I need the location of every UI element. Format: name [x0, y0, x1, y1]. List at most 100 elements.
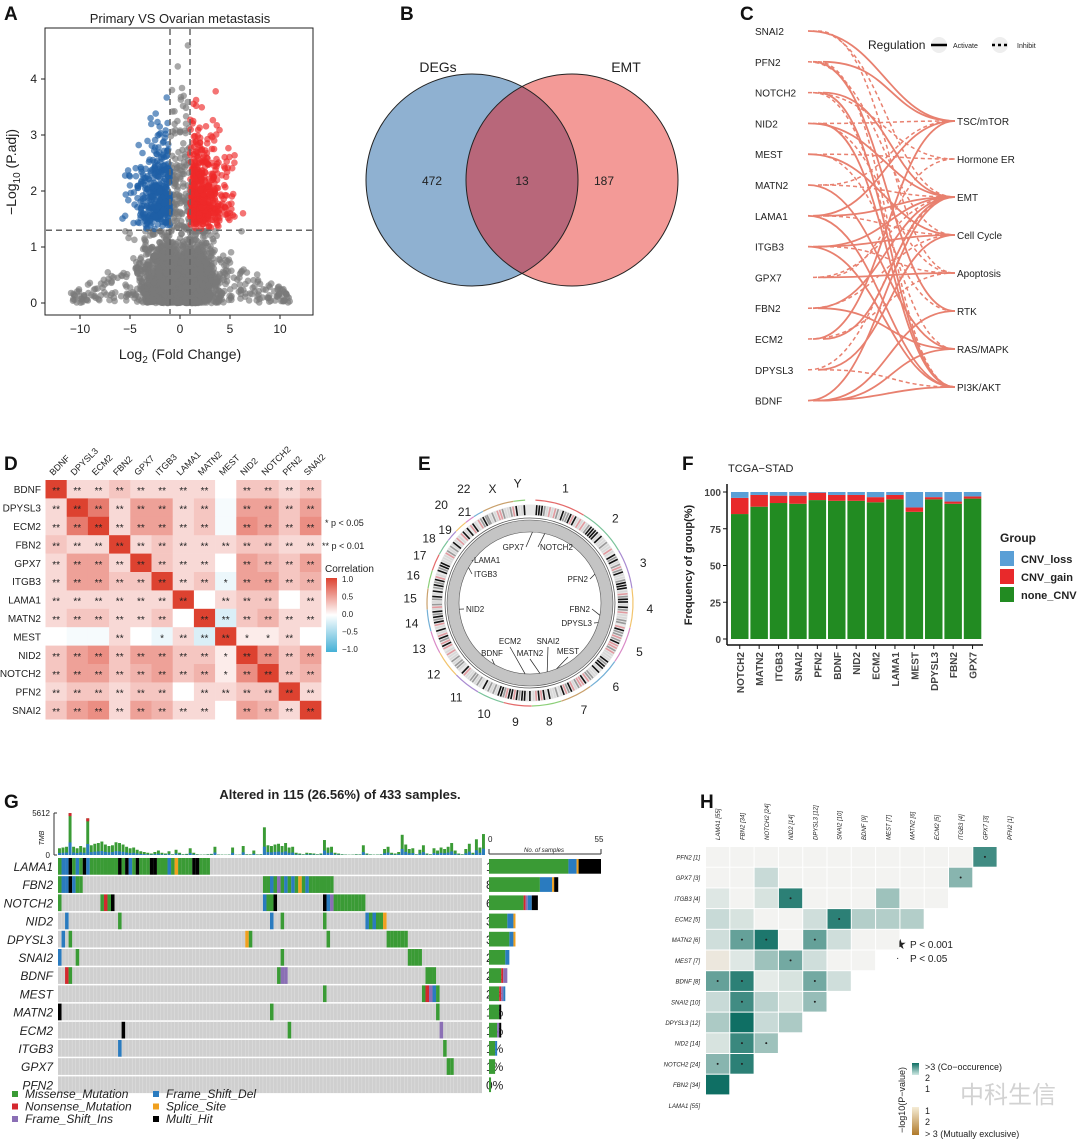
point-down [148, 120, 155, 128]
heatmap-cell [66, 627, 89, 646]
row-label: MEST [13, 632, 41, 643]
point-up [191, 175, 198, 182]
significance-mark: ** [95, 523, 103, 534]
panel-label-d: D [4, 454, 18, 475]
significance-mark: ** [307, 578, 315, 589]
gene-leader-line [468, 567, 473, 575]
chromosome-label: 14 [405, 616, 419, 630]
venn-label-degs: DEGs [419, 59, 456, 75]
chromosome-label: 22 [457, 482, 471, 496]
significance-mark: ** [73, 707, 81, 718]
significance-mark: ** [179, 505, 187, 516]
cnv-legend-title: Group [1000, 531, 1036, 545]
chromosome-label: 7 [581, 703, 588, 717]
point-ns [175, 212, 182, 220]
point-up [210, 145, 218, 153]
significance-mark: ** [307, 486, 315, 497]
mutation-cell [425, 967, 429, 984]
bar-cnv-loss [886, 492, 904, 495]
mutation-cell [284, 967, 288, 984]
gene-label: NOTCH2 [4, 896, 54, 910]
mutation-cell [65, 858, 69, 875]
gene-label: MEST [20, 987, 55, 1001]
point-down [130, 219, 137, 227]
column-label: ITGB3 [153, 452, 178, 477]
sample-count-bar [505, 950, 510, 965]
mutation-cell [312, 876, 316, 893]
point-up [215, 208, 222, 216]
point-ns [185, 235, 193, 243]
significance-mark: ** [52, 689, 60, 700]
point-down [163, 189, 170, 197]
bar-none-cnv [769, 503, 788, 639]
point-ns [70, 295, 77, 303]
edge-inhibit [817, 61, 956, 388]
chromosome-label: 2 [612, 512, 619, 526]
mutation-cell [400, 930, 405, 948]
point-ns [230, 274, 238, 282]
point-up [190, 181, 197, 189]
x-tick-label: 5 [227, 322, 234, 336]
mutation-cell [149, 858, 154, 875]
mutation-cell [323, 912, 327, 930]
cytoband [523, 505, 526, 516]
cytoband [537, 690, 540, 701]
point-up [194, 126, 202, 134]
bar-cnv-loss [750, 492, 768, 495]
cytoband [517, 505, 521, 516]
mutation-cell [273, 894, 278, 912]
y-tick-label: 100 [704, 488, 721, 499]
point-ns [171, 108, 178, 115]
mutation-cell [68, 876, 73, 893]
gene-label: ITGB3 [474, 570, 498, 579]
significance-mark: ** [158, 615, 166, 626]
mutation-cell [100, 894, 104, 912]
point-ns [176, 162, 183, 170]
gene-node-mest: MEST [755, 150, 783, 161]
network-legend-inhibit: Inhibit [1017, 43, 1036, 50]
gene-label: LAMA1 [474, 556, 501, 565]
gene-node-dpysl3: DPYSL3 [755, 366, 794, 377]
point-ns [150, 278, 158, 286]
point-down [162, 161, 169, 168]
mutation-cell [65, 876, 69, 893]
cytoband [432, 595, 443, 598]
significance-mark: ** [243, 486, 251, 497]
sample-count-bar [527, 895, 532, 911]
point-up [225, 144, 232, 152]
cytoband [432, 607, 443, 611]
point-ns [228, 267, 235, 275]
volcano-x-label: Log2 (Fold Change) [119, 346, 241, 366]
mutation-cell [100, 858, 104, 875]
point-up [213, 155, 220, 163]
row-label: FBN2 [15, 540, 41, 551]
bar-cnv-gain [750, 494, 768, 507]
x-tick-label: 10 [273, 322, 287, 336]
y-tick-label: 0 [715, 635, 721, 646]
mutation-cell [142, 858, 147, 875]
mutation-cell [68, 967, 73, 984]
point-up [223, 158, 230, 165]
cytoband [518, 690, 521, 701]
significance-mark: ** [116, 486, 124, 497]
row-label: LAMA1 [8, 596, 41, 607]
point-down [154, 161, 162, 169]
significance-mark: ** [285, 541, 293, 552]
significance-mark: ** [52, 597, 60, 608]
mutation-cell [118, 858, 122, 875]
point-ns [177, 258, 185, 266]
mutation-cell [326, 930, 331, 948]
cytoband [617, 608, 628, 611]
point-ns [159, 253, 166, 261]
edge-activate [807, 122, 956, 198]
mutation-cell [61, 858, 66, 875]
mutation-cell [323, 894, 327, 912]
point-ns [210, 259, 218, 267]
significance-mark: ** [243, 597, 251, 608]
significance-mark: ** [52, 578, 60, 589]
gene-leader-line [525, 531, 533, 548]
mutation-cell [107, 894, 111, 912]
volcano-title: Primary VS Ovarian metastasis [90, 11, 271, 26]
significance-mark: * [224, 670, 228, 681]
